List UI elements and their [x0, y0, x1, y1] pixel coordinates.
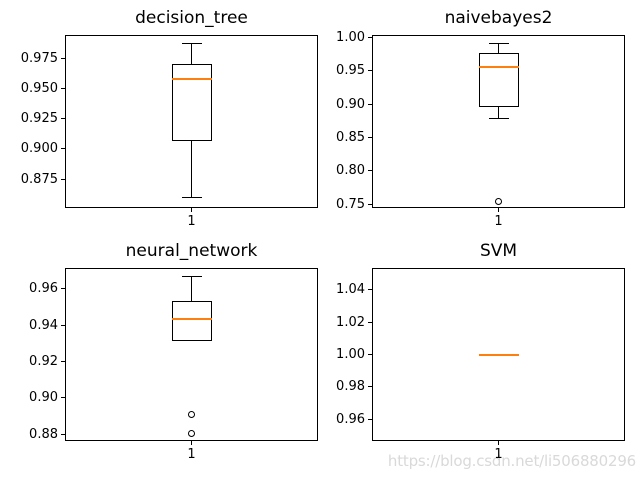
y-tick-label: 0.96	[336, 411, 365, 427]
x-tick-label: 1	[187, 214, 196, 229]
median-line	[478, 65, 519, 68]
y-tick-mark	[368, 289, 372, 291]
y-tick-label: 0.90	[29, 390, 58, 406]
median-line	[171, 317, 212, 320]
x-tick-mark	[498, 441, 499, 445]
whisker-line-upper	[191, 43, 192, 65]
y-tick-mark	[368, 103, 372, 105]
y-tick-label: 0.950	[20, 81, 58, 96]
y-tick-label: 1.00	[336, 30, 365, 46]
x-tick-label: 1	[494, 447, 503, 462]
x-tick-mark	[191, 208, 192, 212]
y-tick-mark	[61, 178, 65, 180]
y-tick-label: 0.98	[336, 379, 365, 395]
whisker-line-lower	[191, 140, 192, 198]
y-tick-mark	[61, 88, 65, 89]
box-iqr	[171, 301, 212, 341]
whisker-line-lower	[498, 106, 499, 119]
y-tick-label: 1.02	[336, 314, 365, 330]
y-tick-mark	[368, 386, 372, 388]
y-tick-label: 0.875	[20, 171, 58, 187]
y-tick-mark	[61, 361, 65, 362]
whisker-cap-lower	[181, 196, 202, 198]
box-iqr	[478, 52, 519, 108]
y-tick-label: 1.00	[336, 347, 365, 362]
subplot-title-SVM: SVM	[479, 241, 518, 261]
y-tick-mark	[61, 118, 65, 120]
y-tick-label: 0.92	[29, 354, 58, 369]
y-tick-mark	[368, 418, 372, 420]
whisker-cap-upper	[181, 43, 202, 45]
csdn-watermark: https://blog.csdn.net/li506880296	[387, 452, 636, 470]
axes-frame-neural_network	[65, 268, 318, 441]
subplot-title-naivebayes2: naivebayes2	[444, 8, 553, 28]
y-tick-label: 0.900	[20, 141, 58, 157]
y-tick-mark	[368, 354, 372, 355]
y-tick-mark	[368, 203, 372, 205]
median-line	[478, 353, 519, 356]
y-tick-label: 0.96	[29, 281, 58, 297]
y-tick-mark	[61, 324, 65, 326]
median-line	[171, 77, 212, 80]
x-tick-mark	[498, 208, 499, 212]
axes-frame-naivebayes2	[372, 35, 625, 208]
y-tick-label: 0.88	[29, 426, 58, 442]
axes-frame-decision_tree	[65, 35, 318, 208]
outlier-point	[495, 197, 502, 205]
y-tick-mark	[61, 433, 65, 435]
y-tick-mark	[61, 57, 65, 59]
x-tick-label: 1	[494, 214, 503, 229]
y-tick-mark	[368, 321, 372, 323]
whisker-line-upper	[191, 276, 192, 302]
whisker-cap-upper	[488, 42, 509, 44]
box-iqr	[171, 63, 212, 141]
whisker-cap-upper	[181, 275, 202, 277]
y-tick-mark	[368, 170, 372, 172]
y-tick-label: 0.925	[20, 111, 58, 127]
y-tick-label: 0.95	[336, 63, 365, 79]
y-tick-mark	[368, 70, 372, 72]
y-tick-label: 1.04	[336, 282, 365, 298]
subplot-title-neural_network: neural_network	[125, 241, 258, 261]
y-tick-label: 0.90	[336, 96, 365, 112]
outlier-point	[188, 429, 195, 437]
y-tick-label: 0.94	[29, 317, 58, 333]
axes-frame-SVM	[372, 268, 625, 441]
outlier-point	[188, 410, 195, 418]
y-tick-mark	[61, 148, 65, 150]
y-tick-label: 0.975	[20, 50, 58, 66]
y-tick-label: 0.75	[336, 196, 365, 212]
x-tick-mark	[191, 441, 192, 445]
y-tick-mark	[61, 288, 65, 290]
whisker-cap-lower	[488, 118, 509, 120]
y-tick-label: 0.85	[336, 130, 365, 145]
y-tick-mark	[61, 397, 65, 399]
whisker-line-upper	[498, 43, 499, 53]
subplot-title-decision_tree: decision_tree	[135, 8, 248, 28]
y-tick-mark	[368, 37, 372, 39]
x-tick-label: 1	[187, 447, 196, 462]
y-tick-mark	[368, 137, 372, 138]
y-tick-label: 0.80	[336, 163, 365, 179]
